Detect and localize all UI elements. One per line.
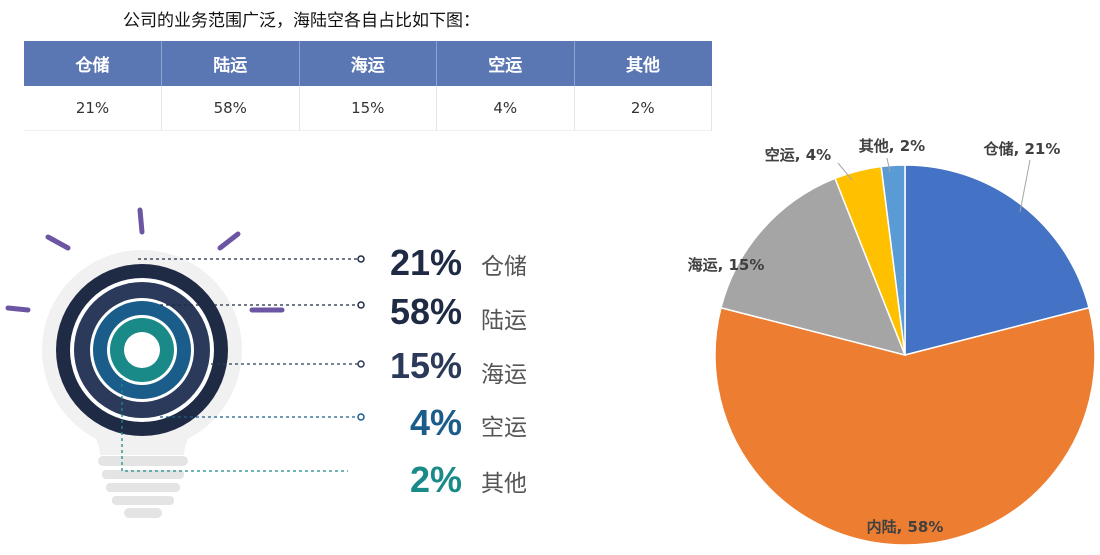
pie-slice <box>880 164 906 356</box>
infographic-label-air: 空运 <box>481 415 527 441</box>
table-header: 仓储 <box>24 41 162 86</box>
table-header: 海运 <box>299 41 437 86</box>
pie-slice <box>714 306 1096 546</box>
pie-data-label: 海运, 15% <box>688 256 765 274</box>
pie-data-label: 空运, 4% <box>765 146 831 164</box>
table-header: 其他 <box>574 41 712 86</box>
intro-text: 公司的业务范围广泛，海陆空各自占比如下图： <box>123 11 480 31</box>
table-cell: 2% <box>574 86 712 131</box>
pie-data-label: 仓储, 21% <box>983 140 1061 158</box>
pie-slice <box>720 177 907 357</box>
table-cell: 4% <box>436 86 575 131</box>
table-cell: 15% <box>299 86 437 131</box>
light-rays <box>5 207 285 313</box>
infographic-label-sea: 海运 <box>481 362 527 388</box>
infographic-pct-air: 4% <box>409 402 462 443</box>
infographic-pct-other: 2% <box>409 459 462 500</box>
infographic-label-storage: 仓储 <box>481 254 527 280</box>
infographic-pct-sea: 15% <box>389 345 462 386</box>
infographic-pct-storage: 21% <box>389 242 462 283</box>
table-header: 陆运 <box>161 41 300 86</box>
pie-data-label: 内陆, 58% <box>867 518 944 536</box>
leader-dots <box>357 255 365 421</box>
table-cell: 21% <box>24 86 162 131</box>
table-header: 空运 <box>436 41 575 86</box>
pie-leader-line <box>1019 159 1031 213</box>
pie-data-label: 其他, 2% <box>859 137 925 155</box>
table-header-row: 仓储 陆运 海运 空运 其他 <box>24 41 712 86</box>
bulb-icon <box>42 250 242 518</box>
infographic-pct-land: 58% <box>389 291 462 332</box>
leader-lines <box>121 258 358 472</box>
infographic-label-other: 其他 <box>481 471 527 497</box>
pie-leader-line <box>837 162 853 181</box>
pie-leader-line <box>886 157 891 173</box>
table-cell: 58% <box>161 86 300 131</box>
infographic-label-land: 陆运 <box>481 308 527 334</box>
business-share-table: 仓储 陆运 海运 空运 其他 21% 58% 15% 4% 2% <box>24 41 712 131</box>
table-row: 21% 58% 15% 4% 2% <box>24 86 712 131</box>
